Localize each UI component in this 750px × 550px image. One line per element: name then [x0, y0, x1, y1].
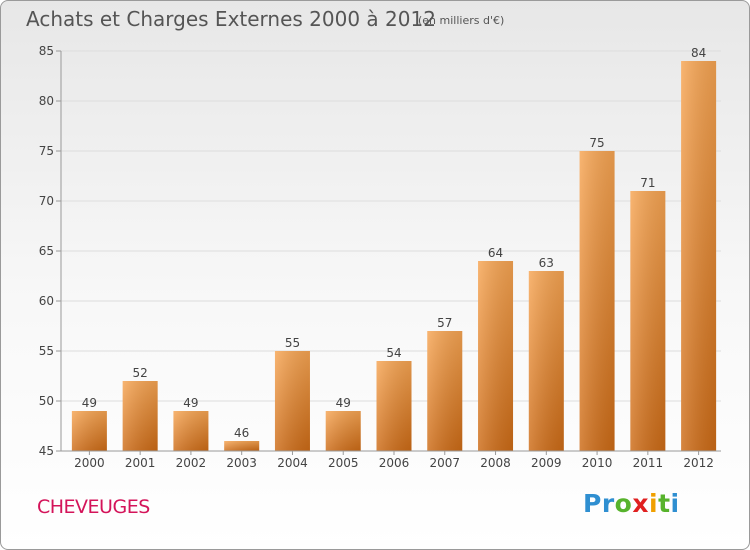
- x-tick-label: 2002: [176, 456, 207, 470]
- bar-shade: [71, 411, 107, 451]
- y-tick-label: 50: [39, 394, 54, 408]
- bar-shade: [528, 271, 564, 451]
- x-tick-label: 2001: [125, 456, 156, 470]
- logo-letter: r: [601, 489, 615, 518]
- x-tick-label: 2010: [582, 456, 613, 470]
- bar-value-label: 49: [336, 396, 351, 410]
- bar-value-label: 71: [640, 176, 655, 190]
- bar-shade: [274, 351, 310, 451]
- logo-letter: i: [649, 489, 659, 518]
- x-tick-label: 2012: [683, 456, 714, 470]
- bar-value-label: 64: [488, 246, 503, 260]
- bar-value-label: 46: [234, 426, 249, 440]
- logo-letter: i: [670, 489, 680, 518]
- x-tick-label: 2009: [531, 456, 562, 470]
- y-tick-label: 70: [39, 194, 54, 208]
- logo-letter: o: [614, 489, 633, 518]
- chart-title: Achats et Charges Externes 2000 à 2012: [26, 7, 436, 31]
- y-tick-label: 75: [39, 144, 54, 158]
- bar-value-label: 57: [437, 316, 452, 330]
- bar-value-label: 84: [691, 46, 706, 60]
- bar-shade: [681, 61, 717, 451]
- bar-shade: [478, 261, 514, 451]
- bar-value-label: 75: [589, 136, 604, 150]
- x-tick-label: 2006: [379, 456, 410, 470]
- bar-value-label: 63: [539, 256, 554, 270]
- y-tick-label: 55: [39, 344, 54, 358]
- y-tick-label: 65: [39, 244, 54, 258]
- x-tick-label: 2011: [633, 456, 664, 470]
- y-tick-label: 80: [39, 94, 54, 108]
- x-tick-label: 2003: [226, 456, 257, 470]
- y-tick-label: 85: [39, 44, 54, 58]
- bar-shade: [122, 381, 158, 451]
- bar-value-label: 49: [82, 396, 97, 410]
- bar-shade: [325, 411, 361, 451]
- bar-shade: [224, 441, 260, 451]
- chart-subtitle: (en milliers d'€): [418, 14, 505, 27]
- proxiti-logo: Proxiti: [583, 489, 680, 518]
- y-tick-label: 60: [39, 294, 54, 308]
- x-tick-label: 2000: [74, 456, 105, 470]
- x-tick-label: 2005: [328, 456, 359, 470]
- bar-shade: [579, 151, 615, 451]
- bar-shade: [376, 361, 412, 451]
- commune-name: CHEVEUGES: [37, 496, 150, 518]
- bar-value-label: 52: [133, 366, 148, 380]
- x-tick-label: 2004: [277, 456, 308, 470]
- logo-letter: P: [583, 489, 602, 518]
- bar-shade: [427, 331, 463, 451]
- bar-value-label: 49: [183, 396, 198, 410]
- bar-value-label: 55: [285, 336, 300, 350]
- logo-letter: t: [658, 489, 671, 518]
- bar-shade: [630, 191, 666, 451]
- x-tick-label: 2007: [429, 456, 460, 470]
- bar-value-label: 54: [386, 346, 401, 360]
- x-tick-label: 2008: [480, 456, 511, 470]
- bar-shade: [173, 411, 209, 451]
- logo-letter: x: [632, 489, 649, 518]
- y-tick-label: 45: [39, 444, 54, 458]
